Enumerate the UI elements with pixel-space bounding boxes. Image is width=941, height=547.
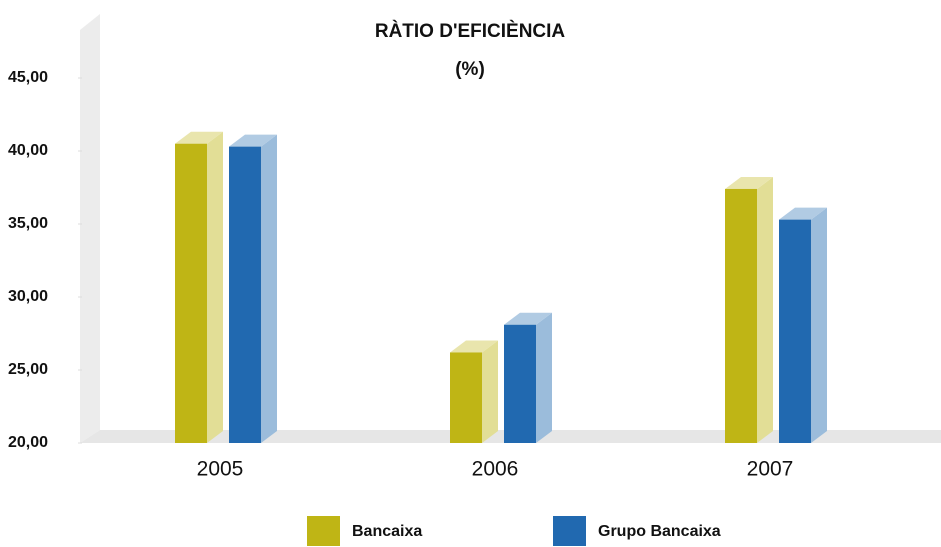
bar [725, 188, 757, 443]
legend-swatch [307, 516, 340, 546]
y-tick-label: 25,00 [8, 361, 48, 378]
y-tick-label: 35,00 [8, 215, 48, 232]
legend-swatch [553, 516, 586, 546]
bar [450, 352, 482, 443]
bar-top [175, 131, 223, 144]
y-tick-label: 40,00 [8, 142, 48, 159]
bar-top [504, 312, 552, 325]
x-tick-label: 2006 [472, 458, 519, 481]
x-tick-label: 2007 [747, 458, 794, 481]
legend-label: Bancaixa [352, 523, 422, 540]
bar [779, 219, 811, 443]
legend-label: Grupo Bancaixa [598, 523, 721, 540]
bar-top [725, 176, 773, 189]
bar-side [536, 312, 552, 443]
bar-top [779, 207, 827, 220]
back-wall [80, 14, 100, 443]
bar-side [261, 134, 277, 443]
bar-top [229, 134, 277, 147]
bar [229, 146, 261, 443]
bar-side [811, 207, 827, 443]
bar-side [482, 340, 498, 443]
y-tick-label: 30,00 [8, 288, 48, 305]
bar [504, 324, 536, 443]
x-tick-label: 2005 [197, 458, 244, 481]
bar-top [450, 340, 498, 353]
y-tick-label: 45,00 [8, 69, 48, 86]
bar [175, 143, 207, 443]
chart-subtitle: (%) [455, 59, 485, 80]
bar-side [757, 176, 773, 443]
chart-title: RÀTIO D'EFICIÈNCIA [375, 20, 566, 42]
bar-side [207, 131, 223, 443]
y-tick-label: 20,00 [8, 434, 48, 451]
